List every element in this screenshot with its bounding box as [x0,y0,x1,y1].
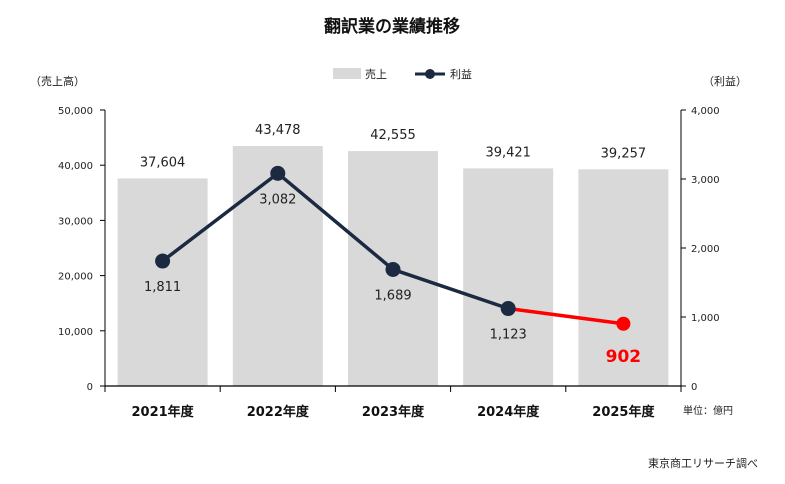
profit-point-0 [155,253,171,269]
right-tick-label-4: 4,000 [691,106,720,117]
bar-4 [578,169,669,386]
right-tick-label-2: 2,000 [691,244,720,255]
legend-bar-label: 売上 [365,68,387,81]
legend-bar-swatch [333,68,361,79]
profit-value-label-4: 902 [606,347,642,367]
chart-title: 翻訳業の業績推移 [324,16,460,37]
profit-point-4 [616,316,631,331]
x-tick-label-2: 2023年度 [362,404,425,420]
left-tick-label-3: 30,000 [58,216,93,227]
profit-point-3 [500,301,516,317]
x-tick-label-0: 2021年度 [132,404,195,420]
bar-value-label-3: 39,421 [485,145,531,160]
right-axis-title: （利益） [703,74,747,88]
profit-line [161,171,509,311]
source-note: 東京商工リサーチ調べ [648,456,758,470]
left-tick-label-0: 0 [87,382,93,393]
unit-note: 単位：億円 [683,404,733,417]
left-tick-label-4: 40,000 [58,161,93,172]
bar-value-label-2: 42,555 [370,128,416,143]
legend-line-marker [425,69,435,79]
bar-1 [232,146,323,386]
profit-value-label-3: 1,123 [490,328,527,343]
plot-area: 37,604 43,478 42,555 39,421 39,257 0 10,000 20,… [58,106,720,420]
profit-value-label-0: 1,811 [144,280,181,295]
bar-3 [463,168,554,386]
profit-value-label-2: 1,689 [374,288,411,303]
bar-value-label-1: 43,478 [255,123,301,138]
left-tick-label-2: 20,000 [58,272,93,283]
left-axis-title: （売上高） [30,74,85,88]
profit-point-1 [270,165,286,181]
right-tick-label-1: 1,000 [691,313,720,324]
profit-point-2 [385,261,401,277]
legend-line-label: 利益 [450,67,472,81]
left-tick-label-1: 10,000 [58,327,93,338]
left-tick-label-5: 50,000 [58,106,93,117]
right-tick-label-0: 0 [691,382,697,393]
x-tick-label-3: 2024年度 [477,404,540,420]
x-tick-label-1: 2022年度 [247,404,310,420]
bar-0 [117,178,208,386]
profit-value-label-1: 3,082 [259,192,296,207]
bar-value-label-0: 37,604 [140,155,186,170]
x-tick-label-4: 2025年度 [592,404,655,420]
right-tick-label-3: 3,000 [691,175,720,186]
bar-value-label-4: 39,257 [601,146,647,161]
profit-line-forecast [507,306,624,326]
